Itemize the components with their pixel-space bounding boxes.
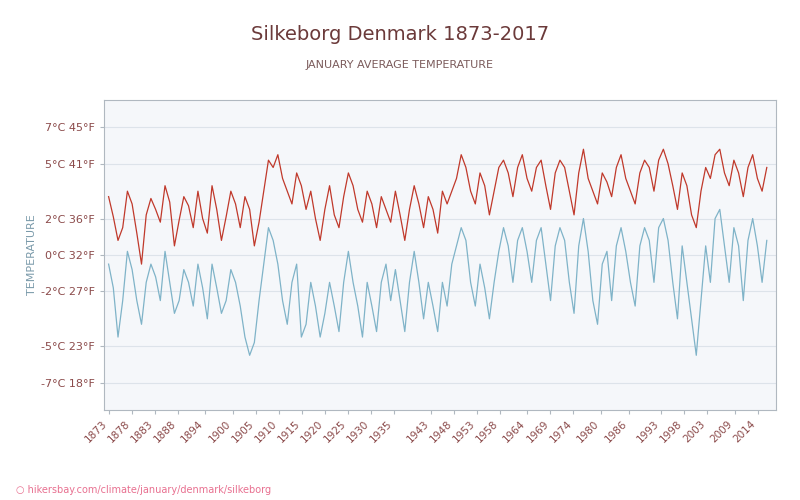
Y-axis label: TEMPERATURE: TEMPERATURE [26, 214, 37, 296]
Text: ○ hikersbay.com/climate/january/denmark/silkeborg: ○ hikersbay.com/climate/january/denmark/… [16, 485, 271, 495]
Text: Silkeborg Denmark 1873-2017: Silkeborg Denmark 1873-2017 [251, 26, 549, 44]
Text: JANUARY AVERAGE TEMPERATURE: JANUARY AVERAGE TEMPERATURE [306, 60, 494, 70]
Legend: NIGHT, DAY: NIGHT, DAY [365, 498, 515, 500]
